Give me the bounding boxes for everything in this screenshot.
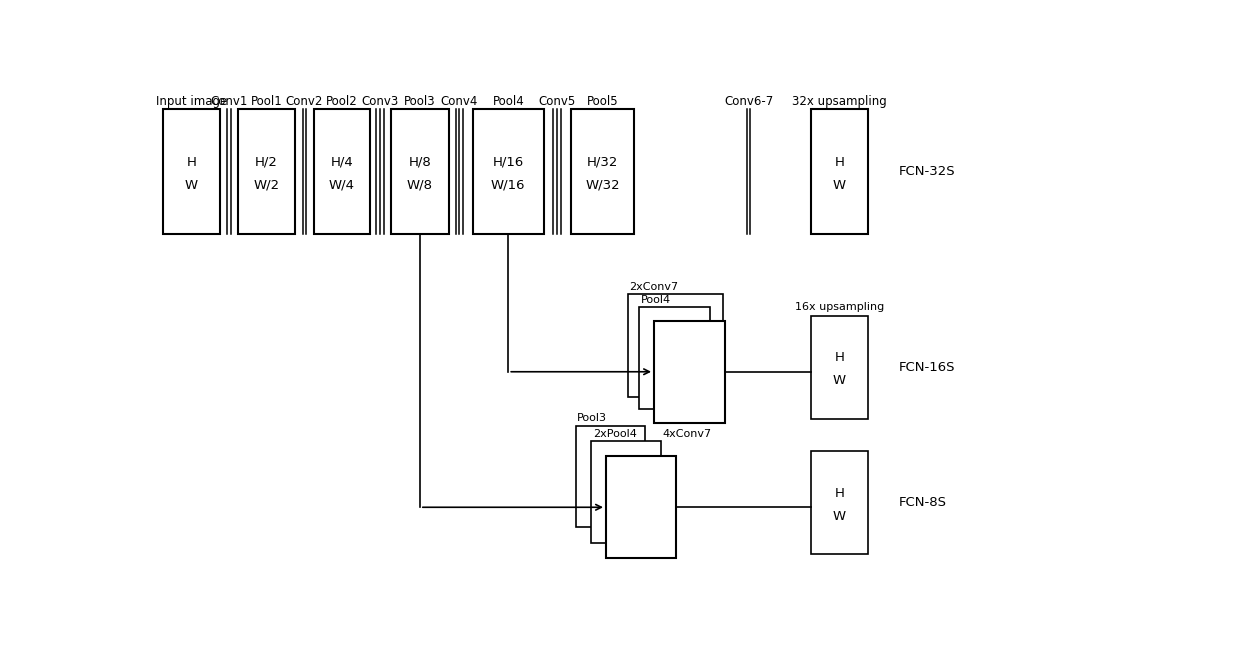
Text: H/4: H/4 [331,156,353,168]
Text: Conv3: Conv3 [361,95,398,109]
Bar [571,109,634,234]
Text: Conv2: Conv2 [286,95,323,109]
Text: W: W [833,374,846,388]
Bar [810,451,867,554]
Bar [238,109,295,234]
Text: 4xConv7: 4xConv7 [663,429,711,439]
Text: Pool3: Pool3 [577,414,607,424]
Text: W: W [833,179,846,192]
Text: 2xPool4: 2xPool4 [592,429,637,439]
Text: W: W [185,179,198,192]
Text: Pool5: Pool5 [586,95,618,109]
Text: H/16: H/16 [674,356,705,369]
Text: H/8: H/8 [629,492,652,505]
Text: Conv4: Conv4 [441,95,478,109]
Bar [591,441,660,543]
Text: W/8: W/8 [406,179,432,192]
Text: Conv6-7: Conv6-7 [724,95,773,109]
Bar [639,307,710,409]
Bar [313,109,370,234]
Text: H/32: H/32 [587,156,618,168]
Text: W: W [833,510,846,523]
Text: W/8: W/8 [628,515,654,527]
Text: Pool1: Pool1 [250,95,282,109]
Text: Pool3: Pool3 [404,95,436,109]
Bar [472,109,544,234]
Bar [162,109,221,234]
Text: W/32: W/32 [585,179,620,192]
Text: H: H [834,156,844,168]
Text: 16x upsampling: 16x upsampling [794,302,883,312]
Text: 2xConv7: 2xConv7 [629,282,678,292]
Text: H/8: H/8 [409,156,431,168]
Text: FCN-8S: FCN-8S [898,496,947,509]
Text: Pool4: Pool4 [641,295,672,305]
Text: H: H [834,487,844,500]
Text: H: H [834,352,844,364]
Text: W/16: W/16 [672,379,706,392]
Text: Input image: Input image [156,95,227,109]
Text: 32x upsampling: 32x upsampling [792,95,887,109]
Bar [810,316,867,419]
Text: W/4: W/4 [330,179,356,192]
Bar [628,294,722,397]
Text: FCN-32S: FCN-32S [898,165,955,178]
Bar [810,109,867,234]
Text: W/16: W/16 [491,179,525,192]
Text: FCN-16S: FCN-16S [898,360,955,374]
Bar [392,109,449,234]
Text: W/2: W/2 [254,179,280,192]
Text: Conv1: Conv1 [211,95,248,109]
Bar [606,456,675,558]
Bar [576,426,646,527]
Text: H: H [186,156,196,168]
Bar [654,321,725,422]
Text: Pool4: Pool4 [492,95,524,109]
Text: Pool2: Pool2 [326,95,358,109]
Text: Conv5: Conv5 [539,95,576,109]
Text: H/16: H/16 [493,156,524,168]
Text: H/2: H/2 [255,156,278,168]
